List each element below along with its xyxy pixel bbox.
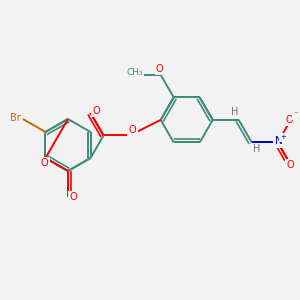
Text: O: O xyxy=(129,125,136,136)
Text: O: O xyxy=(287,160,294,170)
Text: O: O xyxy=(69,192,77,202)
Text: Br: Br xyxy=(10,113,20,123)
Text: O: O xyxy=(286,115,293,124)
Text: O: O xyxy=(156,64,164,74)
Text: ⁻: ⁻ xyxy=(293,110,298,119)
Text: +: + xyxy=(281,134,287,140)
Text: H: H xyxy=(231,107,238,117)
Text: H: H xyxy=(253,144,260,154)
Text: O: O xyxy=(41,158,48,168)
Text: N: N xyxy=(275,136,283,146)
Text: CH₃: CH₃ xyxy=(126,68,143,77)
Text: O: O xyxy=(93,106,100,116)
